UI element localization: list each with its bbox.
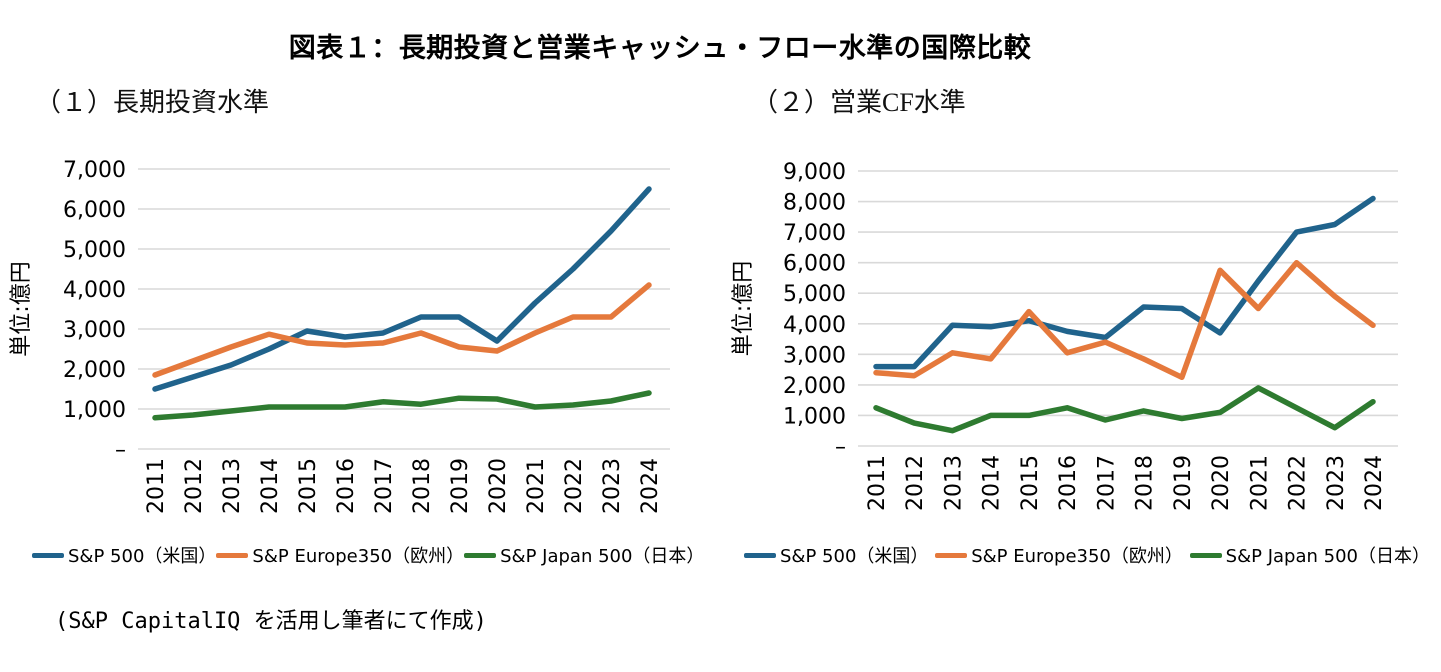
x-axis-tick-label: 2022 [1286, 455, 1311, 511]
y-axis-tick-label: 1,000 [783, 404, 846, 429]
chart-left-legend: S&P 500（米国） S&P Europe350（欧州） S&P Japan 50… [32, 542, 704, 568]
legend-swatch [216, 552, 249, 558]
y-axis-tick-label: – [835, 435, 846, 460]
y-axis-title: 単位:億円 [731, 261, 756, 356]
legend-item: S&P 500（米国） [32, 542, 216, 568]
x-axis-tick-label: 2013 [941, 455, 966, 511]
x-axis-tick-label: 2021 [524, 458, 549, 514]
y-axis-tick-label: 6,000 [63, 198, 126, 223]
x-axis-tick-label: 2013 [220, 458, 245, 514]
x-axis-tick-label: 2012 [903, 455, 928, 511]
x-axis-tick-label: 2020 [1209, 455, 1234, 511]
y-axis-tick-label: – [115, 438, 126, 463]
x-axis-tick-label: 2015 [296, 458, 321, 514]
x-axis-tick-label: 2012 [182, 458, 207, 514]
y-axis-tick-label: 4,000 [63, 278, 126, 303]
y-axis-tick-label: 8,000 [783, 191, 846, 216]
legend-swatch [1189, 552, 1222, 558]
x-axis-tick-label: 2017 [372, 458, 397, 514]
x-axis-tick-label: 2021 [1247, 455, 1272, 511]
y-axis-tick-label: 2,000 [63, 358, 126, 383]
chart-left-canvas: – 1,000 2,000 3,000 4,000 5,000 6,000 7,000 2011… [9, 158, 670, 514]
chart-right-canvas: – 1,000 2,000 3,000 4,000 5,000 6,000 7,000 8,00… [731, 160, 1398, 511]
y-axis-tick-label: 3,000 [63, 318, 126, 343]
legend-label: S&P Europe350（欧州） [252, 546, 465, 567]
x-axis-tick-label: 2017 [1094, 455, 1119, 511]
legend-label: S&P 500（米国） [780, 546, 929, 567]
legend-label: S&P Japan 500（日本） [500, 546, 705, 567]
legend-swatch [464, 552, 497, 558]
series-line [873, 385, 1376, 434]
figure-title: 図表１：長期投資と営業キャッシュ・フロー水準の国際比較 [288, 33, 1032, 64]
x-axis-tick-label: 2022 [562, 458, 587, 514]
legend-item: S&P Japan 500（日本） [464, 542, 704, 568]
y-axis-tick-label: 5,000 [63, 238, 126, 263]
x-axis-tick-label: 2011 [144, 458, 169, 514]
x-axis-tick-label: 2016 [334, 458, 359, 514]
legend-item: S&P Europe350（欧州） [216, 542, 464, 568]
legend-label: S&P 500（米国） [68, 546, 217, 567]
x-axis-tick-label: 2015 [1018, 455, 1043, 511]
chart-left-subtitle: （１）長期投資水準 [35, 88, 270, 117]
legend-swatch [744, 552, 776, 558]
legend-label: S&P Europe350（欧州） [971, 546, 1183, 567]
x-axis-tick-label: 2019 [1171, 455, 1196, 511]
series-line [873, 259, 1376, 381]
series-line [152, 390, 652, 421]
x-axis-tick-label: 2024 [1362, 455, 1387, 511]
y-axis-tick-label: 6,000 [783, 252, 846, 277]
y-axis-tick-label: 3,000 [783, 343, 846, 368]
x-axis-tick-label: 2014 [980, 455, 1005, 511]
y-axis-tick-label: 9,000 [783, 160, 846, 185]
legend-item: S&P 500（米国） [744, 542, 928, 568]
x-axis-tick-label: 2023 [600, 458, 625, 514]
series-line [152, 186, 652, 392]
x-axis-tick-label: 2019 [448, 458, 473, 514]
y-axis-tick-label: 5,000 [783, 282, 846, 307]
x-axis-tick-label: 2018 [410, 458, 435, 514]
x-axis-tick-label: 2011 [865, 455, 890, 511]
series-line [152, 282, 652, 378]
legend-swatch [32, 552, 64, 558]
y-axis-title: 単位:億円 [9, 261, 34, 356]
source-note: (S&P CapitalIQ を活用し筆者にて作成) [55, 609, 487, 634]
series-line [873, 195, 1376, 370]
x-axis-tick-label: 2018 [1133, 455, 1158, 511]
y-axis-tick-label: 7,000 [63, 158, 126, 183]
chart-right-subtitle: （２）営業CF水準 [752, 88, 966, 117]
y-axis-tick-label: 2,000 [783, 374, 846, 399]
x-axis-tick-label: 2020 [486, 458, 511, 514]
x-axis-tick-label: 2014 [258, 458, 283, 514]
legend-label: S&P Japan 500（日本） [1225, 546, 1430, 567]
x-axis-tick-label: 2023 [1324, 455, 1349, 511]
legend-swatch [935, 552, 968, 558]
legend-item: S&P Japan 500（日本） [1189, 542, 1430, 568]
x-axis-tick-label: 2024 [638, 458, 663, 514]
y-axis-tick-label: 7,000 [783, 221, 846, 246]
chart-right-legend: S&P 500（米国） S&P Europe350（欧州） S&P Japan 50… [744, 543, 1430, 567]
y-axis-tick-label: 4,000 [783, 313, 846, 338]
y-axis-tick-label: 1,000 [63, 398, 126, 423]
legend-item: S&P Europe350（欧州） [935, 542, 1183, 568]
x-axis-tick-label: 2016 [1056, 455, 1081, 511]
